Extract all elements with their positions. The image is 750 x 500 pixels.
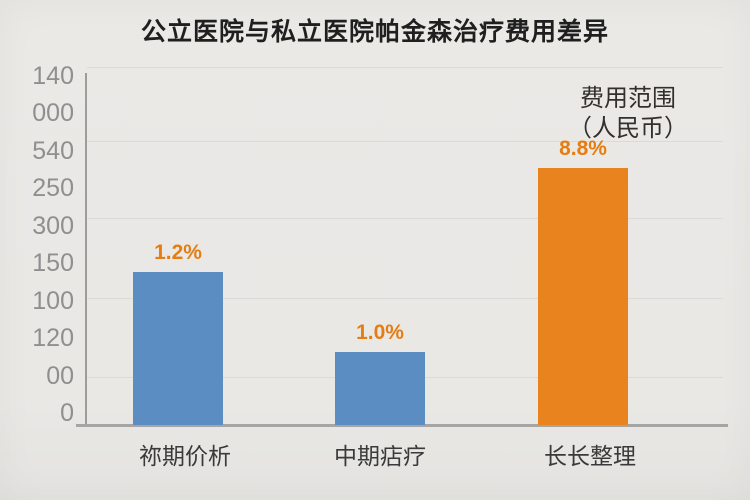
y-tick: 140 xyxy=(32,62,74,90)
y-tick: 300 xyxy=(32,212,74,240)
legend-line-1: 费用范围 xyxy=(580,85,676,112)
bar-column-3: 8.8% xyxy=(538,137,628,425)
bar-column-1: 1.2% xyxy=(133,241,223,425)
bar-value-label-3: 8.8% xyxy=(559,137,607,160)
legend-line-2: （人民币） xyxy=(568,115,688,142)
y-tick: 0 xyxy=(60,399,74,427)
y-tick: 120 xyxy=(32,324,74,352)
y-axis-line xyxy=(85,73,87,425)
bar-value-label-2: 1.0% xyxy=(356,321,404,344)
y-tick: 540 xyxy=(32,137,74,165)
y-tick: 150 xyxy=(32,249,74,277)
bar-column-2: 1.0% xyxy=(335,321,425,425)
x-category-label-2: 中期痁疗 xyxy=(334,443,426,469)
x-category-label-1: 祢期价析 xyxy=(139,443,231,469)
bar-rect-1 xyxy=(133,272,223,425)
bar-value-label-1: 1.2% xyxy=(154,241,202,264)
gridline xyxy=(87,218,723,219)
y-tick: 100 xyxy=(32,287,74,315)
bar-rect-2 xyxy=(335,352,425,425)
y-tick: 000 xyxy=(32,99,74,127)
gridline xyxy=(87,67,723,68)
legend: 费用范围 （人民币） xyxy=(528,84,728,144)
x-category-label-3: 长长整理 xyxy=(544,443,636,469)
bar-rect-3 xyxy=(538,168,628,425)
gridline xyxy=(87,298,723,299)
x-axis-line xyxy=(76,424,728,427)
chart-title: 公立医院与私立医院帕金森治疗费用差异 xyxy=(140,18,609,46)
y-tick: 250 xyxy=(32,174,74,202)
gridline xyxy=(87,141,723,142)
y-tick: 00 xyxy=(46,362,74,390)
